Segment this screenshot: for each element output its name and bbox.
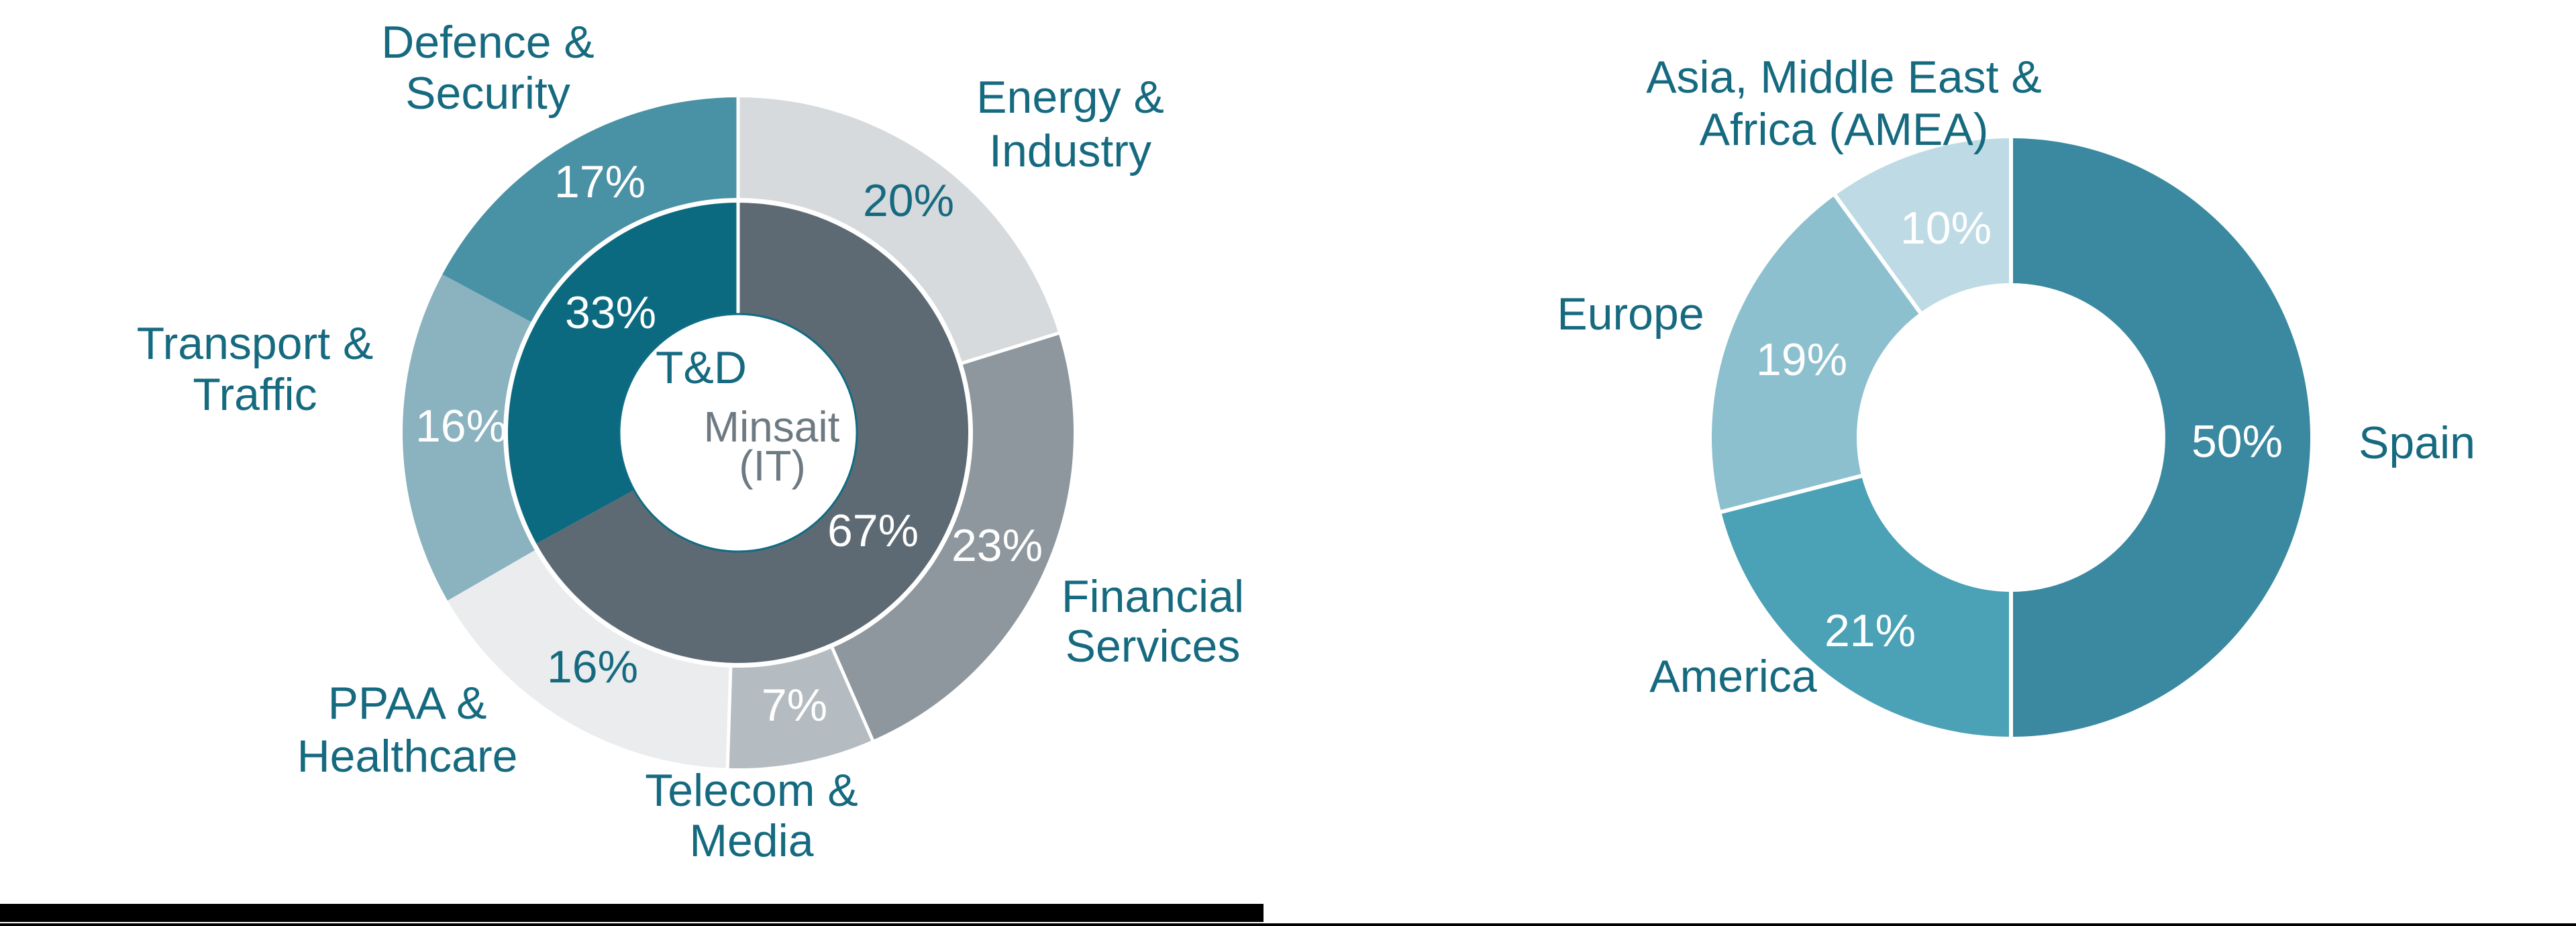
revenue-by-geography-donut-separator (1718, 473, 1865, 515)
revenue-by-vertical-nested-donut-segment-t-d (508, 203, 738, 544)
revenue-by-geography-donut-segment-asia-middle-east-africa-amea (1835, 138, 2011, 313)
revenue-by-vertical-nested-donut-segment-defence-security (442, 97, 738, 322)
revenue-by-geography-donut-segment-america (1721, 476, 2011, 737)
revenue-by-geography-donut-separator (1832, 192, 1924, 317)
revenue-by-vertical-nested-donut (403, 95, 1074, 771)
revenue-by-geography-donut-segment-spain (2011, 138, 2310, 737)
revenue-by-vertical-nested-donut-separator (958, 330, 1062, 366)
revenue-by-vertical-nested-donut-center-hole (618, 313, 858, 553)
bottom-rule (0, 923, 2576, 926)
revenue-by-geography-donut (1712, 136, 2310, 739)
revenue-by-vertical-nested-donut-separator (725, 664, 733, 771)
revenue-by-vertical-nested-donut-segment-telecom-media (727, 648, 873, 768)
revenue-by-vertical-nested-donut-segment-financial-services (832, 333, 1074, 741)
revenue-by-vertical-nested-donut-segment-energy-industry (738, 97, 1059, 364)
revenue-by-vertical-nested-donut-segment-transport-traffic (403, 274, 535, 601)
revenue-by-vertical-nested-donut-separator (829, 644, 876, 743)
footer-bar (0, 904, 1264, 922)
revenue-by-vertical-nested-donut-segment-minsait-it (536, 203, 968, 663)
revenue-by-geography-donut-segment-europe (1712, 195, 1920, 512)
revenue-by-vertical-nested-donut-segment-ppaa-healthcare (447, 550, 731, 768)
